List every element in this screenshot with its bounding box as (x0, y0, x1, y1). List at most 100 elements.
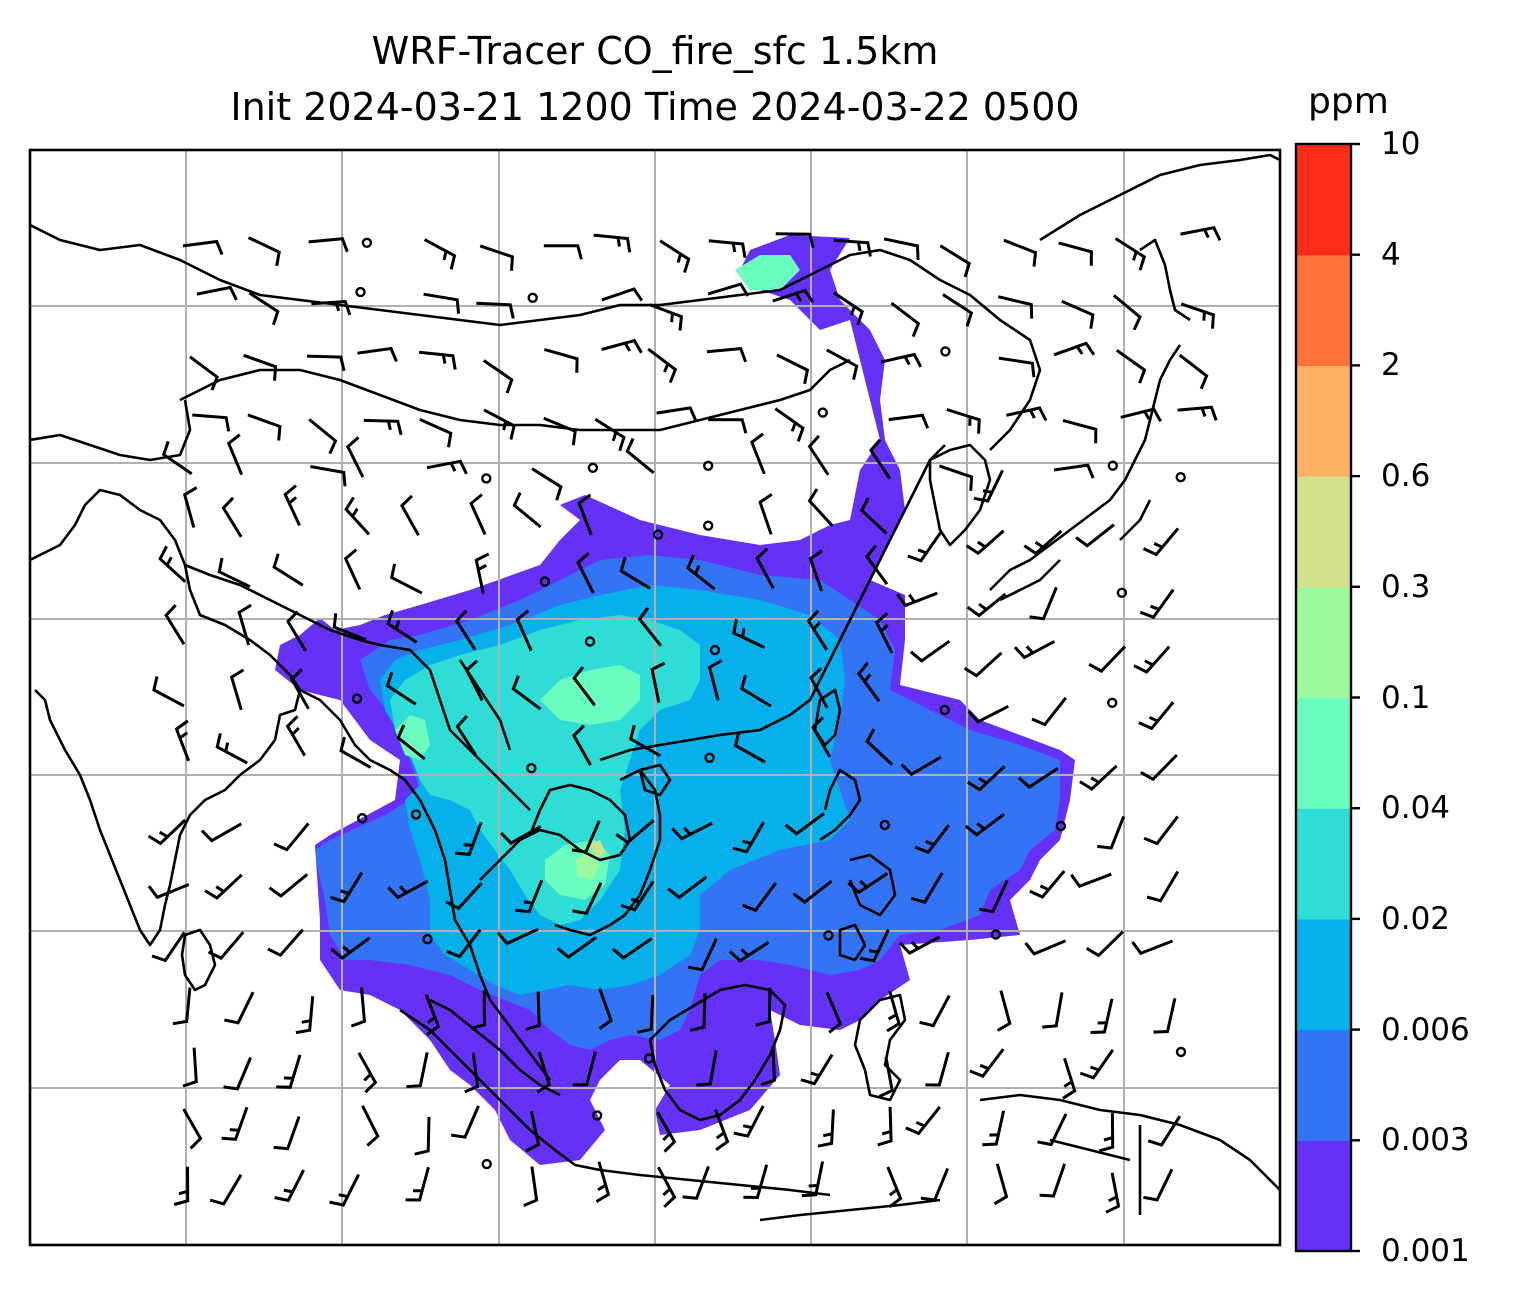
wind-barb (182, 239, 224, 256)
wind-barb (865, 544, 889, 585)
wind-barb (1006, 406, 1048, 422)
wind-barb (419, 418, 453, 448)
calm-marker (355, 286, 366, 298)
wind-barb (283, 484, 301, 527)
wind-barb (755, 547, 775, 589)
wind-barb (247, 236, 281, 267)
wind-barb (226, 433, 244, 476)
wind-barb (706, 346, 748, 363)
wind-barb (343, 548, 362, 591)
wind-barb (615, 819, 655, 845)
calm-marker (704, 752, 715, 763)
wind-barb (656, 1111, 677, 1153)
wind-barb (207, 931, 245, 960)
wind-barb (1105, 1172, 1121, 1214)
wind-barb (474, 552, 490, 594)
calm-marker (592, 1110, 603, 1121)
wind-barb (1140, 753, 1178, 782)
wind-barb (1085, 930, 1124, 958)
wind-barb (601, 287, 644, 302)
wind-barb (637, 606, 662, 647)
calm-marker (817, 407, 828, 418)
wind-barb (1133, 645, 1171, 674)
wind-barb (807, 434, 830, 476)
wind-barb (1120, 407, 1162, 423)
wind-barb (339, 736, 372, 769)
wind-barb (389, 563, 423, 595)
colorbar-segment (1296, 1140, 1351, 1252)
wind-barb (414, 1116, 431, 1156)
wind-barb (224, 991, 255, 1025)
wind-barb (826, 348, 859, 381)
colorbar-segment (1296, 586, 1351, 699)
calm-marker (940, 346, 951, 357)
wind-barb (572, 1051, 597, 1087)
wind-barb (900, 755, 942, 777)
colorbar (1294, 142, 1360, 1253)
wind-barb (878, 1056, 894, 1098)
wind-barb (939, 244, 971, 278)
wind-barb (423, 238, 457, 270)
wind-barb (192, 413, 231, 432)
wind-barb (345, 436, 365, 478)
calm-marker (643, 1053, 655, 1064)
wind-barb (1023, 529, 1063, 556)
calm-marker (1175, 472, 1186, 483)
wind-barb (914, 824, 950, 855)
wind-barb (151, 931, 186, 963)
wind-barb (809, 667, 829, 709)
plume-level-0.1 (575, 852, 600, 880)
wind-barb (405, 1166, 430, 1202)
calm-marker (1107, 460, 1119, 471)
wind-barb (628, 724, 661, 758)
wind-barb (598, 987, 613, 1030)
wind-barb (476, 301, 515, 319)
wind-barb (1097, 815, 1126, 850)
wind-barb (217, 557, 251, 589)
wind-barb (1070, 872, 1112, 889)
wind-barb (572, 882, 603, 916)
calm-marker (1175, 1046, 1187, 1058)
wind-barb (760, 1046, 776, 1086)
coast-hainan (638, 763, 672, 797)
colorbar-tick-label: 0.006 (1381, 1011, 1470, 1048)
wind-barb (833, 238, 872, 257)
colorbar-tick-label: 10 (1381, 126, 1421, 162)
wind-barb (426, 459, 468, 475)
wind-barb (1153, 997, 1177, 1034)
calm-marker (1055, 820, 1067, 832)
wind-barb (649, 303, 684, 331)
wind-barb (221, 1106, 249, 1141)
wind-barb (276, 1054, 302, 1089)
colorbar-units: ppm (1308, 81, 1389, 122)
coast-srilanka (180, 928, 217, 992)
colorbar-segment (1296, 697, 1351, 809)
wind-barb (898, 935, 941, 955)
wind-barb (741, 882, 778, 913)
wind-barb (387, 879, 429, 900)
wind-barb (982, 1110, 1006, 1147)
wind-barb (637, 995, 655, 1034)
wind-barb (801, 1161, 825, 1198)
wind-barb (942, 293, 974, 327)
wind-barb (1147, 1115, 1182, 1147)
wind-barb (515, 879, 544, 914)
wind-barb (1024, 939, 1067, 956)
wind-barb (229, 668, 245, 711)
wind-barb (696, 1050, 718, 1087)
wind-barb (890, 301, 921, 338)
wind-barb (543, 347, 579, 373)
wind-barb (572, 666, 596, 707)
wind-barb (611, 937, 653, 960)
wind-barb (1178, 353, 1209, 390)
wind-barb (732, 821, 765, 854)
colorbar-tick-label: 0.04 (1381, 790, 1451, 827)
calm-marker (526, 763, 537, 774)
calm-marker (527, 292, 538, 303)
wind-barb (455, 715, 477, 756)
wind-barb (164, 604, 186, 645)
wind-barb (469, 493, 487, 536)
wind-barb (515, 609, 533, 652)
wind-barb (595, 1161, 611, 1203)
wind-barb (978, 880, 1009, 914)
